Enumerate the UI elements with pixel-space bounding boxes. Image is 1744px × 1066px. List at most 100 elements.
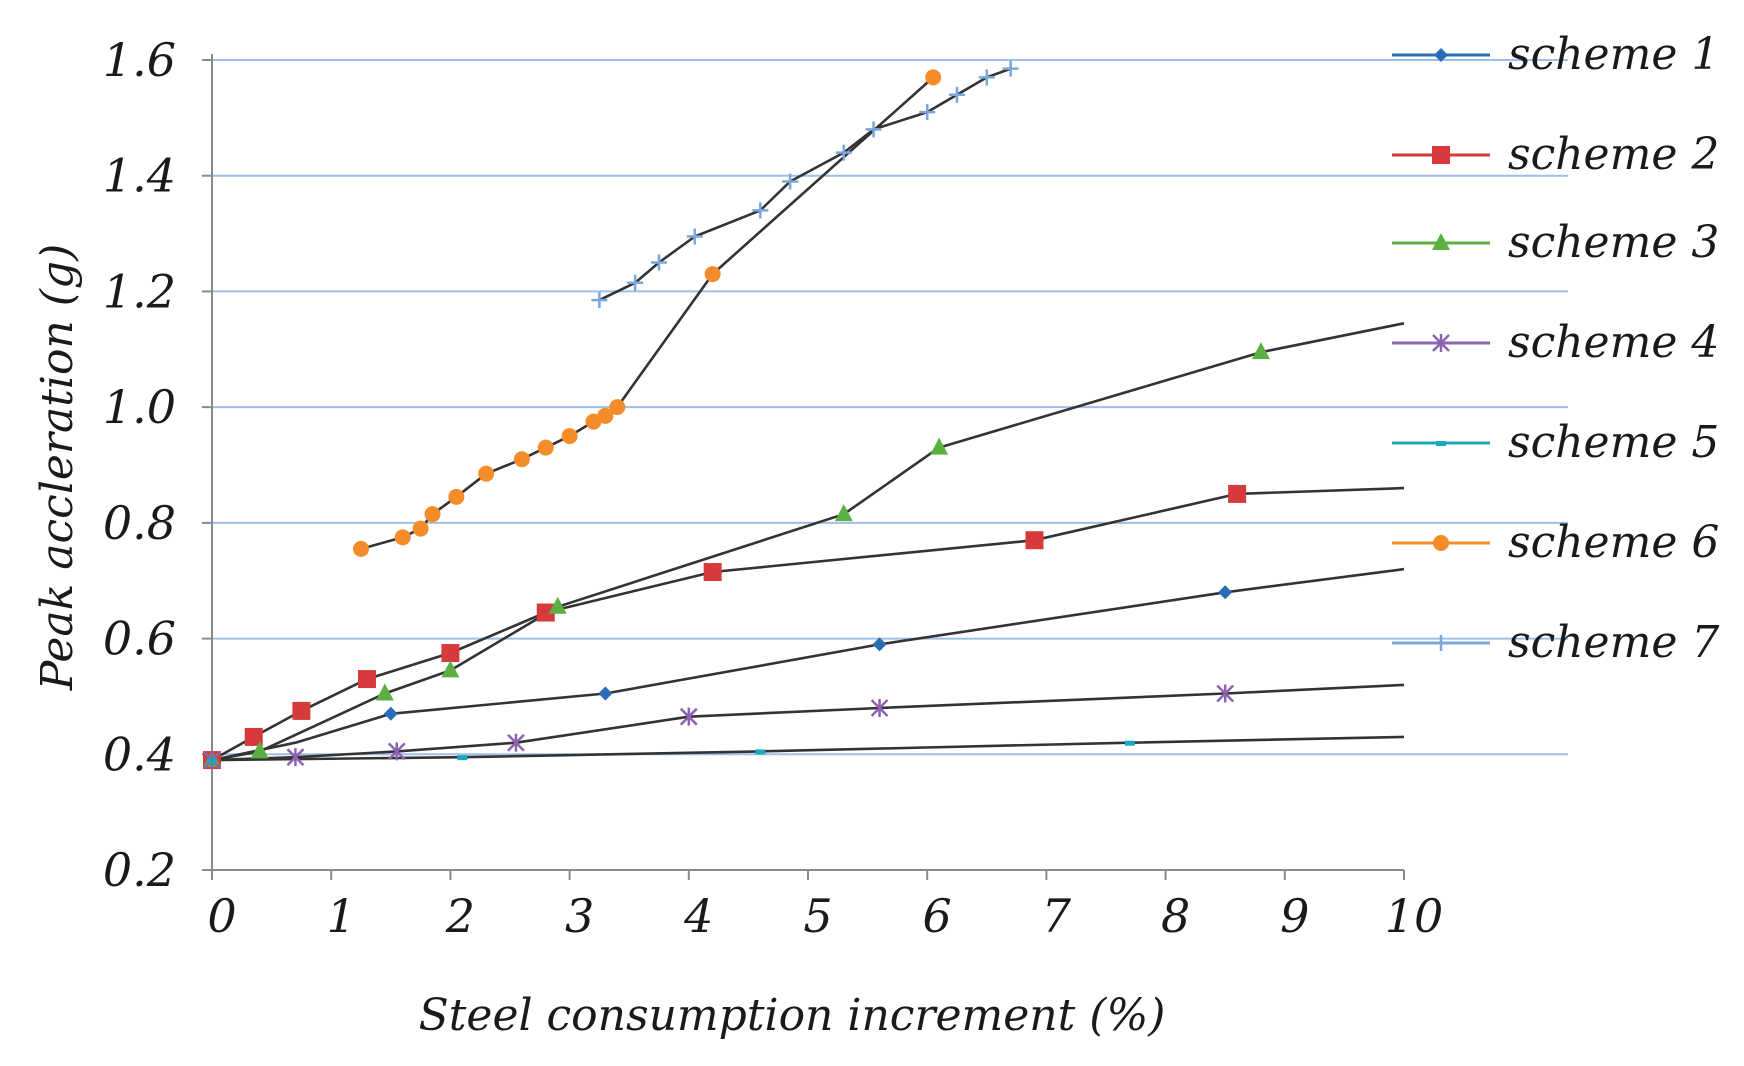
data-point-scheme-6 [704, 266, 721, 283]
data-point-scheme-7 [978, 69, 995, 86]
data-point-scheme-4 [1216, 684, 1235, 703]
y-tick-label: 1.2 [103, 264, 176, 318]
data-point-scheme-7 [949, 86, 965, 103]
tick-labels: 0 1 2 3 4 5 6 7 8 9 10 0.2 0.4 0.6 0.8 1.0 1.2 1.4 1.6 [103, 33, 1443, 943]
y-tick-label: 0.6 [103, 612, 176, 666]
y-tick-label: 0.4 [103, 727, 176, 781]
data-point-scheme-7 [865, 121, 882, 138]
data-point-scheme-2 [703, 563, 722, 582]
y-tick-label: 1.6 [103, 33, 176, 87]
data-point-scheme-3 [548, 596, 567, 614]
y-tick-label: 0.8 [103, 496, 176, 550]
gridlines [212, 59, 1568, 756]
data-point-scheme-4 [507, 733, 525, 752]
x-tick-label: 9 [1280, 889, 1309, 943]
data-point-scheme-4 [679, 707, 698, 726]
data-point-scheme-6 [424, 506, 441, 523]
data-point-scheme-7 [651, 254, 667, 271]
series-markers [203, 60, 1270, 770]
data-point-scheme-7 [782, 173, 799, 190]
legend-label-6: scheme 6 [1508, 517, 1719, 568]
data-point-scheme-6 [597, 407, 614, 424]
legend-marker-1 [1434, 48, 1448, 62]
data-point-scheme-1 [1218, 585, 1233, 600]
data-point-scheme-6 [609, 399, 626, 416]
data-point-scheme-7 [835, 144, 852, 161]
data-point-scheme-5 [207, 758, 217, 764]
legend-label-7: scheme 7 [1508, 617, 1719, 668]
data-point-scheme-3 [834, 504, 853, 522]
data-point-scheme-3 [1251, 342, 1270, 360]
x-tick-label: 1 [327, 889, 356, 943]
x-tick-label: 2 [445, 889, 475, 943]
data-point-scheme-4 [286, 748, 305, 767]
data-point-scheme-7 [686, 228, 703, 245]
legend-label-1: scheme 1 [1508, 29, 1719, 80]
legend-label-5: scheme 5 [1508, 417, 1719, 468]
data-point-scheme-1 [383, 706, 398, 721]
series-line-7 [598, 67, 1012, 302]
legend-marker-3 [1432, 233, 1450, 250]
data-point-scheme-6 [925, 69, 942, 86]
y-tick-label: 1.4 [103, 149, 176, 203]
series-line-4 [211, 683, 1405, 762]
legend-marker-4 [1432, 334, 1450, 352]
data-point-scheme-4 [870, 699, 889, 717]
x-tick-label: 10 [1385, 889, 1444, 943]
legend-marker-6 [1433, 535, 1449, 551]
x-tick-label: 6 [923, 889, 952, 943]
data-point-scheme-6 [448, 488, 465, 505]
legend-label-2: scheme 2 [1508, 129, 1719, 180]
legend-marker-5 [1436, 441, 1446, 446]
data-point-scheme-1 [872, 637, 887, 652]
series-lines [211, 67, 1405, 762]
data-point-scheme-3 [250, 741, 269, 759]
data-point-scheme-2 [1025, 531, 1044, 550]
data-point-scheme-2 [536, 603, 555, 622]
data-point-scheme-4 [387, 742, 406, 761]
legend-label-3: scheme 3 [1508, 217, 1719, 268]
data-point-scheme-7 [591, 292, 608, 309]
legend-label-4: scheme 4 [1508, 317, 1719, 368]
data-point-scheme-6 [478, 465, 495, 482]
data-point-scheme-2 [357, 670, 376, 689]
data-point-scheme-7 [919, 104, 936, 121]
axes [202, 54, 1405, 880]
data-point-scheme-2 [1228, 484, 1247, 503]
data-point-scheme-2 [292, 701, 311, 720]
data-point-scheme-6 [353, 540, 369, 557]
data-point-scheme-5 [1124, 740, 1135, 746]
x-tick-label: 3 [565, 889, 594, 943]
data-point-scheme-3 [441, 660, 460, 678]
legend-marker-2 [1432, 146, 1450, 164]
y-tick-label: 1.0 [103, 380, 176, 434]
x-tick-label: 5 [803, 889, 832, 943]
x-tick-label: 4 [683, 889, 713, 943]
legend: scheme 1 scheme 2 scheme 3 scheme 4 scheme 5… [1392, 29, 1719, 668]
x-axis-title: Steel consumption increment (%) [419, 990, 1166, 1041]
data-point-scheme-6 [394, 529, 411, 546]
x-tick-label: 8 [1161, 889, 1190, 943]
y-tick-label: 0.2 [103, 843, 176, 897]
data-point-scheme-2 [244, 727, 263, 746]
x-tick-label: 7 [1042, 889, 1072, 943]
data-point-scheme-2 [441, 644, 460, 663]
y-axis-title: Peak accleration (g) [32, 244, 83, 692]
data-point-scheme-6 [561, 428, 578, 445]
data-point-scheme-6 [412, 520, 429, 537]
legend-marker-7 [1433, 635, 1449, 651]
data-point-scheme-6 [585, 413, 602, 430]
series-line-6 [360, 76, 935, 551]
data-point-scheme-1 [598, 686, 613, 701]
data-point-scheme-3 [930, 437, 949, 455]
data-point-scheme-7 [752, 202, 769, 219]
series-line-2 [211, 486, 1405, 762]
data-point-scheme-3 [375, 683, 394, 701]
data-point-scheme-5 [755, 749, 766, 755]
data-point-scheme-5 [457, 755, 468, 761]
data-point-scheme-6 [513, 451, 530, 468]
data-point-scheme-7 [627, 274, 644, 291]
x-tick-label: 0 [207, 889, 236, 943]
data-point-scheme-6 [537, 439, 554, 456]
